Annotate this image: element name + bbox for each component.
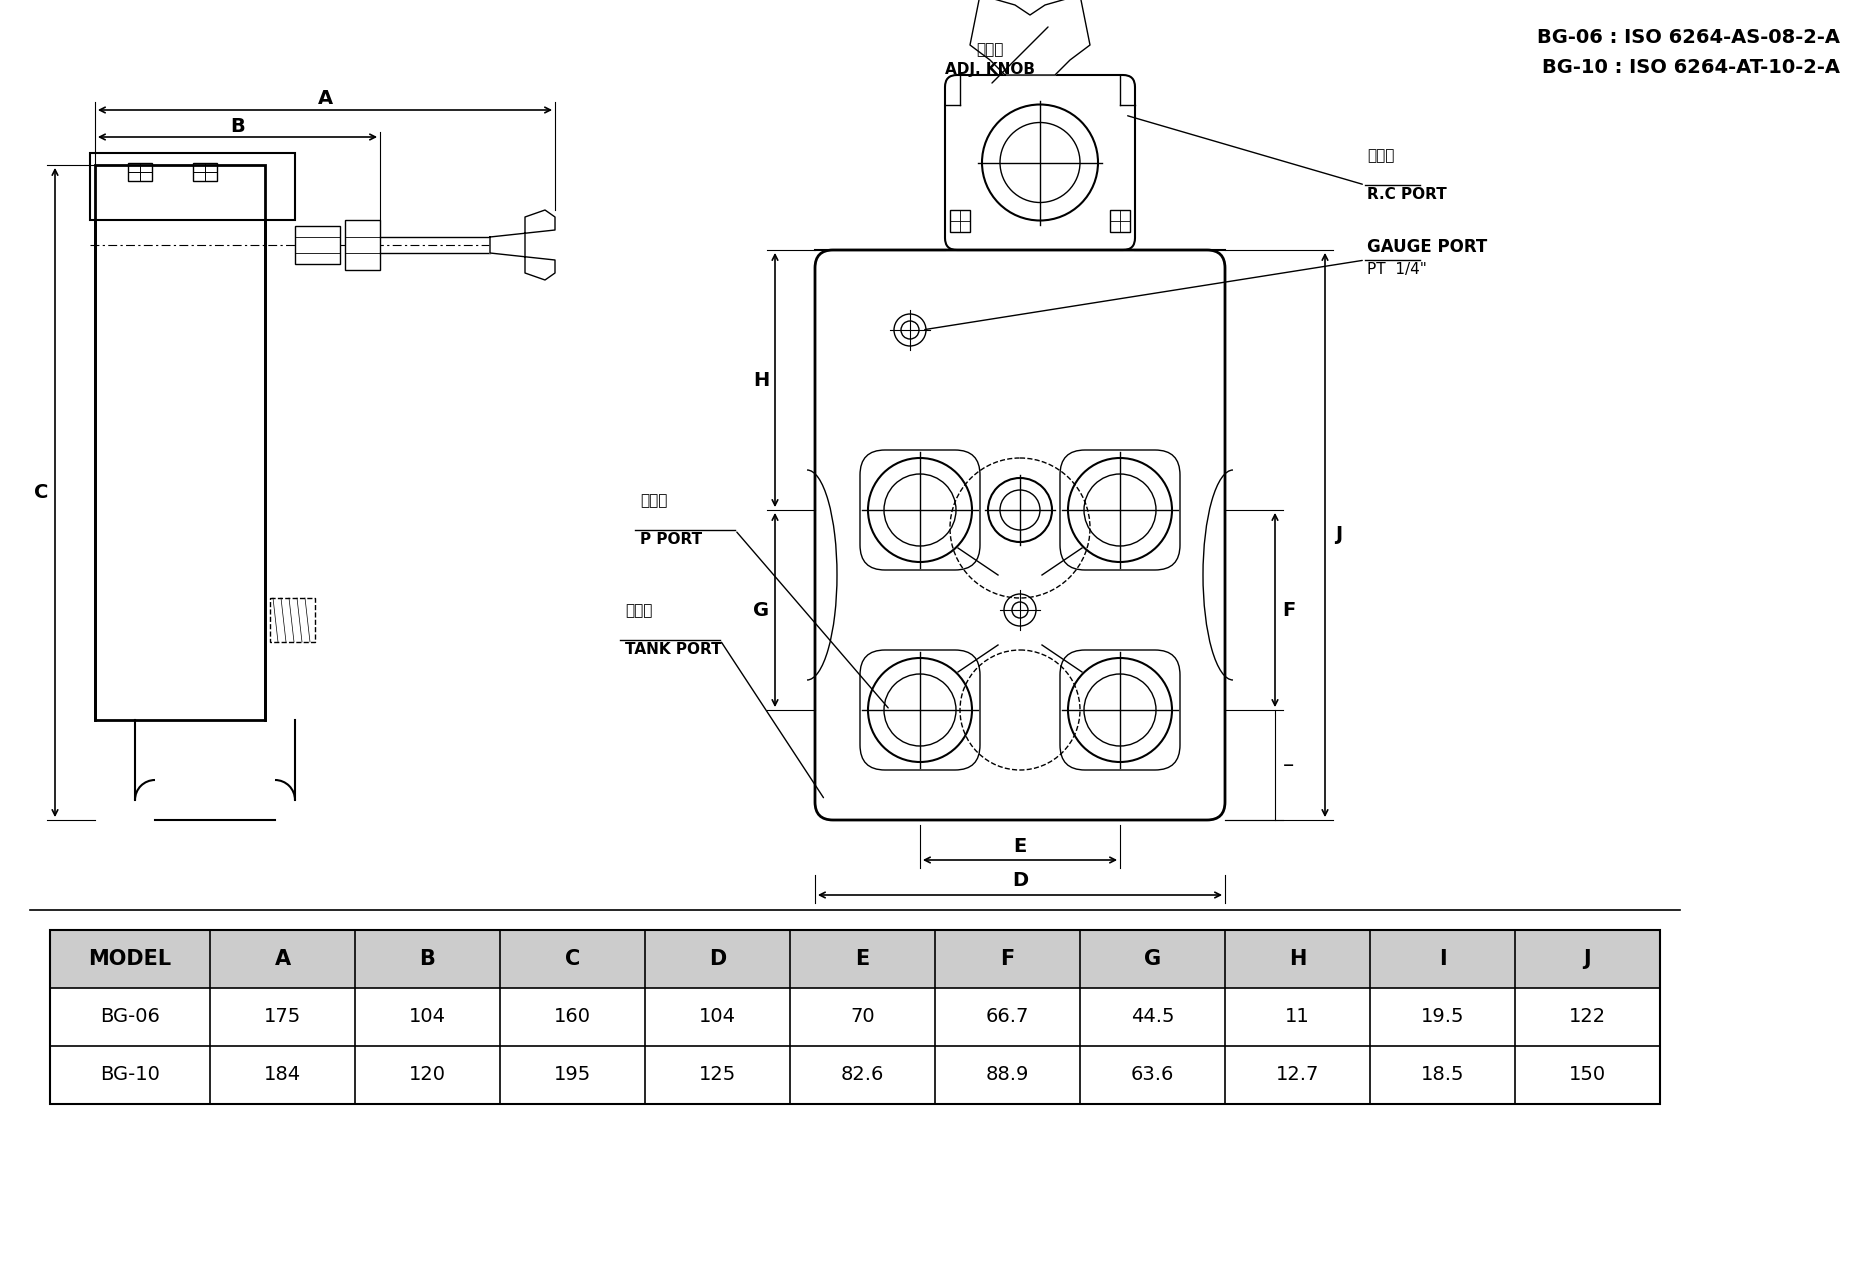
Text: E: E [1013, 836, 1026, 855]
Text: E: E [855, 949, 870, 968]
Text: A: A [317, 89, 332, 108]
Text: C: C [564, 949, 581, 968]
Text: 122: 122 [1567, 1007, 1605, 1026]
Bar [345, 220, 380, 270]
Text: I: I [1438, 949, 1445, 968]
Text: A: A [275, 949, 291, 968]
Bar [50, 930, 1658, 1103]
Text: 66.7: 66.7 [985, 1007, 1030, 1026]
Text: ADJ. KNOB: ADJ. KNOB [944, 62, 1035, 77]
Text: P PORT: P PORT [640, 532, 701, 547]
Bar [193, 163, 217, 181]
Text: 壓力口: 壓力口 [640, 493, 668, 508]
Bar [1109, 210, 1130, 231]
Text: D: D [709, 949, 725, 968]
Text: 125: 125 [699, 1066, 736, 1084]
Bar [95, 165, 265, 720]
Text: 120: 120 [408, 1066, 445, 1084]
Text: 18.5: 18.5 [1419, 1066, 1464, 1084]
Bar [50, 988, 1658, 1046]
Polygon shape [490, 210, 555, 280]
Text: 160: 160 [553, 1007, 590, 1026]
Text: BG-06: BG-06 [100, 1007, 160, 1026]
Bar [89, 153, 295, 220]
Text: 82.6: 82.6 [840, 1066, 883, 1084]
Text: 調節鈕: 調節鈕 [976, 42, 1004, 57]
Text: 104: 104 [699, 1007, 736, 1026]
Text: H: H [1287, 949, 1306, 968]
Bar [269, 598, 315, 642]
Text: 遠控口: 遠控口 [1367, 148, 1393, 163]
Text: 19.5: 19.5 [1419, 1007, 1464, 1026]
Text: H: H [753, 370, 768, 390]
Text: 150: 150 [1567, 1066, 1605, 1084]
Text: BG-10: BG-10 [100, 1066, 160, 1084]
Text: G: G [753, 601, 768, 620]
Text: BG-06 : ISO 6264-AS-08-2-A: BG-06 : ISO 6264-AS-08-2-A [1536, 28, 1838, 48]
Text: MODEL: MODEL [89, 949, 171, 968]
Text: 104: 104 [408, 1007, 445, 1026]
Text: 88.9: 88.9 [985, 1066, 1030, 1084]
Text: B: B [230, 117, 245, 136]
Text: 184: 184 [263, 1066, 301, 1084]
Text: J: J [1582, 949, 1590, 968]
Text: 63.6: 63.6 [1130, 1066, 1174, 1084]
Text: F: F [1282, 601, 1295, 620]
Text: PT  1/4": PT 1/4" [1367, 262, 1426, 276]
Text: 195: 195 [553, 1066, 590, 1084]
Text: D: D [1011, 872, 1028, 890]
Text: 44.5: 44.5 [1130, 1007, 1174, 1026]
Text: 175: 175 [263, 1007, 301, 1026]
Text: TANK PORT: TANK PORT [625, 642, 722, 657]
Bar [50, 930, 1658, 988]
Text: J: J [1336, 526, 1341, 544]
Bar [128, 163, 152, 181]
Bar [950, 210, 970, 231]
Text: B: B [419, 949, 436, 968]
Bar [50, 1046, 1658, 1103]
Text: –: – [1282, 755, 1295, 775]
Text: 回油口: 回油口 [625, 603, 651, 619]
Text: 12.7: 12.7 [1274, 1066, 1319, 1084]
Text: BG-10 : ISO 6264-AT-10-2-A: BG-10 : ISO 6264-AT-10-2-A [1542, 58, 1838, 77]
Text: C: C [33, 484, 48, 502]
Text: R.C PORT: R.C PORT [1367, 186, 1445, 202]
Text: 11: 11 [1284, 1007, 1310, 1026]
Polygon shape [970, 0, 1089, 75]
Bar [295, 226, 339, 264]
Text: F: F [1000, 949, 1015, 968]
Text: G: G [1143, 949, 1161, 968]
Text: 70: 70 [850, 1007, 874, 1026]
Text: GAUGE PORT: GAUGE PORT [1367, 238, 1486, 256]
